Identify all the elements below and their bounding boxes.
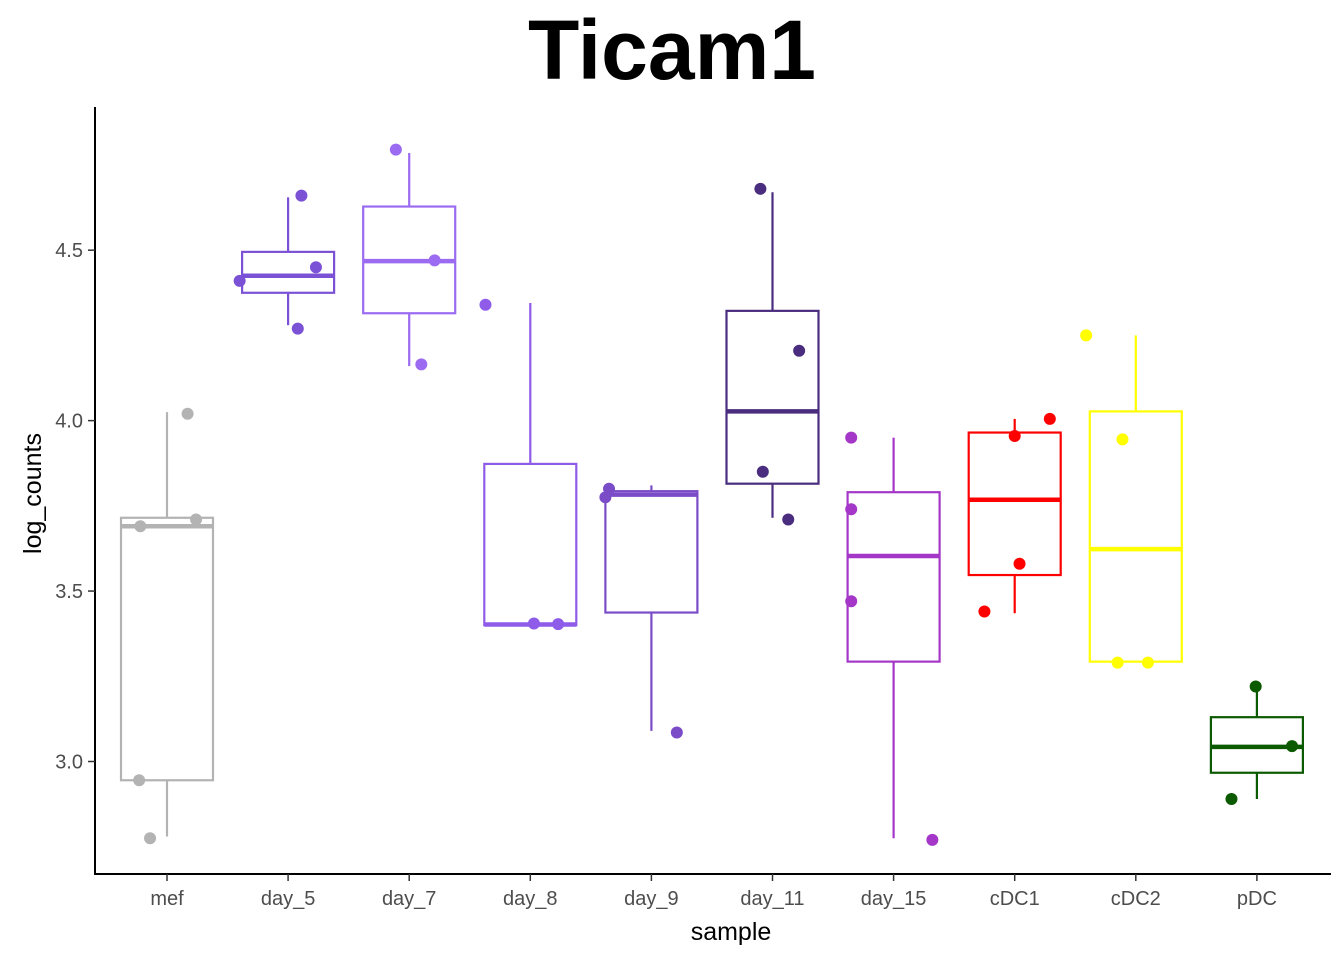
- x-tick-label: cDC2: [1111, 888, 1161, 910]
- box: [119, 516, 215, 782]
- data-point: [1116, 433, 1129, 446]
- data-point: [291, 322, 304, 335]
- data-point: [1080, 329, 1093, 342]
- x-tick-label: cDC1: [990, 888, 1040, 910]
- data-point: [552, 618, 565, 631]
- data-point: [181, 407, 194, 420]
- data-point: [527, 617, 540, 630]
- data-point: [603, 482, 616, 495]
- data-point: [1141, 656, 1154, 669]
- data-point: [190, 513, 203, 526]
- data-point: [1043, 412, 1056, 425]
- data-point: [1249, 680, 1262, 693]
- box: [241, 250, 336, 294]
- box: [604, 490, 699, 614]
- data-point: [670, 726, 683, 739]
- data-point: [309, 261, 322, 274]
- data-point: [1111, 656, 1124, 669]
- data-point: [845, 595, 858, 608]
- box: [846, 491, 941, 663]
- data-point: [782, 513, 795, 526]
- data-point: [845, 503, 858, 516]
- x-tick-label: day_11: [740, 888, 804, 910]
- data-point: [479, 298, 492, 311]
- y-tick-label: 3.0: [55, 752, 83, 774]
- y-tick-label: 4.5: [55, 240, 83, 262]
- x-tick-label: mef: [150, 888, 184, 910]
- x-tick-label: day_15: [861, 888, 927, 910]
- x-tick-label: pDC: [1237, 888, 1277, 910]
- data-point: [1286, 740, 1299, 753]
- box: [967, 431, 1062, 577]
- data-point: [926, 833, 939, 846]
- y-axis-title: log_counts: [19, 433, 47, 554]
- data-point: [793, 344, 806, 357]
- data-point: [754, 182, 767, 195]
- box: [1088, 410, 1183, 663]
- data-point: [144, 832, 157, 845]
- data-point: [134, 520, 147, 533]
- data-point: [1225, 793, 1238, 806]
- data-point: [415, 358, 428, 371]
- data-point: [978, 605, 991, 618]
- x-axis-title: sample: [691, 918, 772, 946]
- x-tick-label: day_8: [503, 888, 558, 910]
- data-point: [756, 465, 769, 478]
- data-point: [295, 189, 308, 202]
- data-point: [233, 274, 246, 287]
- box: [483, 462, 578, 627]
- data-point: [428, 254, 441, 267]
- chart-title: Ticam1: [528, 3, 816, 97]
- x-tick-label: day_7: [382, 888, 437, 910]
- box: [725, 309, 820, 485]
- data-point: [845, 431, 858, 444]
- x-tick-label: day_5: [261, 888, 316, 910]
- data-point: [1013, 557, 1026, 570]
- y-tick-label: 3.5: [55, 581, 83, 603]
- y-tick-label: 4.0: [55, 411, 83, 433]
- data-point: [133, 774, 146, 787]
- data-point: [389, 143, 402, 156]
- data-point: [1008, 429, 1021, 442]
- x-tick-label: day_9: [624, 888, 679, 910]
